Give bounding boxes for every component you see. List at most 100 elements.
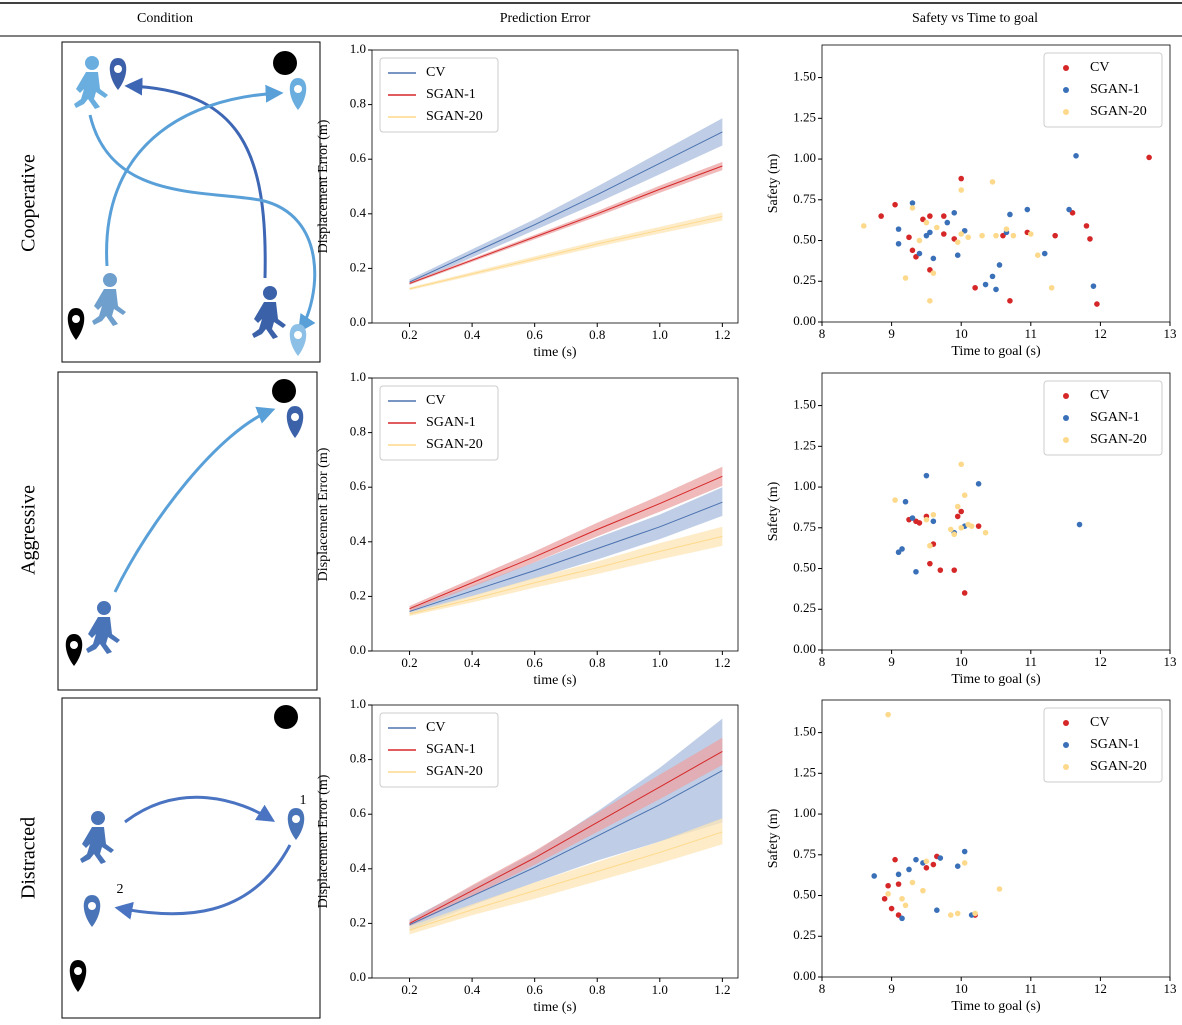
figure: Condition Prediction Error Safety vs Tim… <box>0 0 1182 1025</box>
scatter-point <box>962 860 968 866</box>
scatter-point <box>1087 236 1093 242</box>
legend-swatch <box>1063 437 1069 443</box>
path-arrow <box>107 93 280 266</box>
path-arrow <box>118 845 290 914</box>
y-axis-label: Displacement Error (m) <box>316 447 331 581</box>
scatter-point <box>924 865 930 871</box>
path-arrow <box>125 797 272 822</box>
scatter-point <box>885 883 891 889</box>
x-tick-label: 8 <box>819 981 826 996</box>
y-tick-label: 0.50 <box>793 232 816 247</box>
y-tick-label: 1.25 <box>793 109 816 124</box>
scatter-point <box>990 179 996 185</box>
legend-label: SGAN-20 <box>1090 432 1147 447</box>
scatter-point <box>927 543 933 549</box>
goal-pin <box>290 78 307 110</box>
column-header: Prediction Error <box>500 11 591 26</box>
scatter-point <box>861 223 867 229</box>
legend-swatch <box>1063 720 1069 726</box>
y-tick-label: 0.0 <box>350 969 366 984</box>
legend-label: SGAN-1 <box>426 742 476 757</box>
scatter-point <box>899 546 905 552</box>
x-tick-label: 1.2 <box>714 655 730 670</box>
scatter-point <box>962 492 968 498</box>
scatter-point <box>1077 522 1083 528</box>
scatter-point <box>955 863 961 869</box>
start-pin <box>68 308 85 340</box>
y-tick-label: 1.25 <box>793 437 816 452</box>
scatter-point <box>896 881 902 887</box>
x-tick-label: 0.8 <box>589 327 605 342</box>
scatter-point <box>913 857 919 863</box>
scatter-point <box>903 903 909 909</box>
scatter-point <box>1073 153 1079 159</box>
scatter-point <box>938 567 944 573</box>
scatter-point <box>1084 223 1090 229</box>
x-tick-label: 0.4 <box>464 327 481 342</box>
scatter-point <box>927 230 933 236</box>
scatter-point <box>885 891 891 897</box>
x-tick-label: 10 <box>955 981 968 996</box>
scatter-point <box>913 569 919 575</box>
y-tick-label: 1.0 <box>350 696 366 711</box>
scatter-point <box>931 270 937 276</box>
scatter-point <box>1094 301 1100 307</box>
scatter-point <box>1091 283 1097 289</box>
legend-label: CV <box>426 393 445 408</box>
waypoint-pin <box>84 895 101 927</box>
legend-label: SGAN-20 <box>426 437 483 452</box>
legend-swatch <box>1063 742 1069 748</box>
scatter-point <box>892 497 898 503</box>
y-tick-label: 0.6 <box>350 478 367 493</box>
scatter-point <box>1049 285 1055 291</box>
scatter-point <box>1007 212 1013 218</box>
scatter-point <box>934 225 940 231</box>
scatter-point <box>910 880 916 886</box>
scatter-point <box>906 867 912 873</box>
scatter-point <box>920 888 926 894</box>
x-tick-label: 0.2 <box>401 327 417 342</box>
y-tick-label: 0.8 <box>350 751 366 766</box>
scatter-point <box>889 906 895 912</box>
legend-label: SGAN-20 <box>426 109 483 124</box>
y-tick-label: 1.50 <box>793 724 816 739</box>
legend-label: SGAN-1 <box>1090 82 1140 97</box>
column-header: Condition <box>137 11 193 26</box>
y-tick-label: 1.00 <box>793 150 816 165</box>
scatter-point <box>1025 207 1031 213</box>
waypoint-label: 1 <box>300 793 307 808</box>
scatter-point <box>903 499 909 505</box>
x-tick-label: 8 <box>819 326 826 341</box>
y-tick-label: 0.0 <box>350 314 366 329</box>
scatter-point <box>931 256 937 262</box>
x-tick-label: 12 <box>1094 981 1107 996</box>
scatter-point <box>955 911 961 917</box>
start-pin <box>70 960 87 992</box>
goal-marker <box>272 379 296 403</box>
y-axis-label: Displacement Error (m) <box>316 774 331 908</box>
scatter-point <box>976 481 982 487</box>
x-tick-label: 0.2 <box>401 982 417 997</box>
x-tick-label: 11 <box>1025 981 1038 996</box>
scatter-point <box>944 220 950 226</box>
legend-label: CV <box>1090 388 1109 403</box>
x-tick-label: 1.0 <box>652 327 668 342</box>
x-tick-label: 0.8 <box>589 655 605 670</box>
scatter-point <box>903 275 909 281</box>
y-tick-label: 0.00 <box>793 641 816 656</box>
x-tick-label: 9 <box>888 326 895 341</box>
legend-label: SGAN-1 <box>426 87 476 102</box>
error-band <box>410 118 723 285</box>
scatter-point <box>892 857 898 863</box>
scatter-point <box>927 298 933 304</box>
scatter-point <box>910 200 916 206</box>
y-tick-label: 1.0 <box>350 41 366 56</box>
row-label: Distracted <box>18 817 40 899</box>
x-axis-label: time (s) <box>533 345 576 360</box>
y-tick-label: 0.8 <box>350 96 366 111</box>
x-tick-label: 1.0 <box>652 982 668 997</box>
scatter-point <box>955 514 961 520</box>
scatter-point <box>948 912 954 918</box>
x-tick-label: 0.4 <box>464 655 481 670</box>
x-tick-label: 13 <box>1164 654 1177 669</box>
